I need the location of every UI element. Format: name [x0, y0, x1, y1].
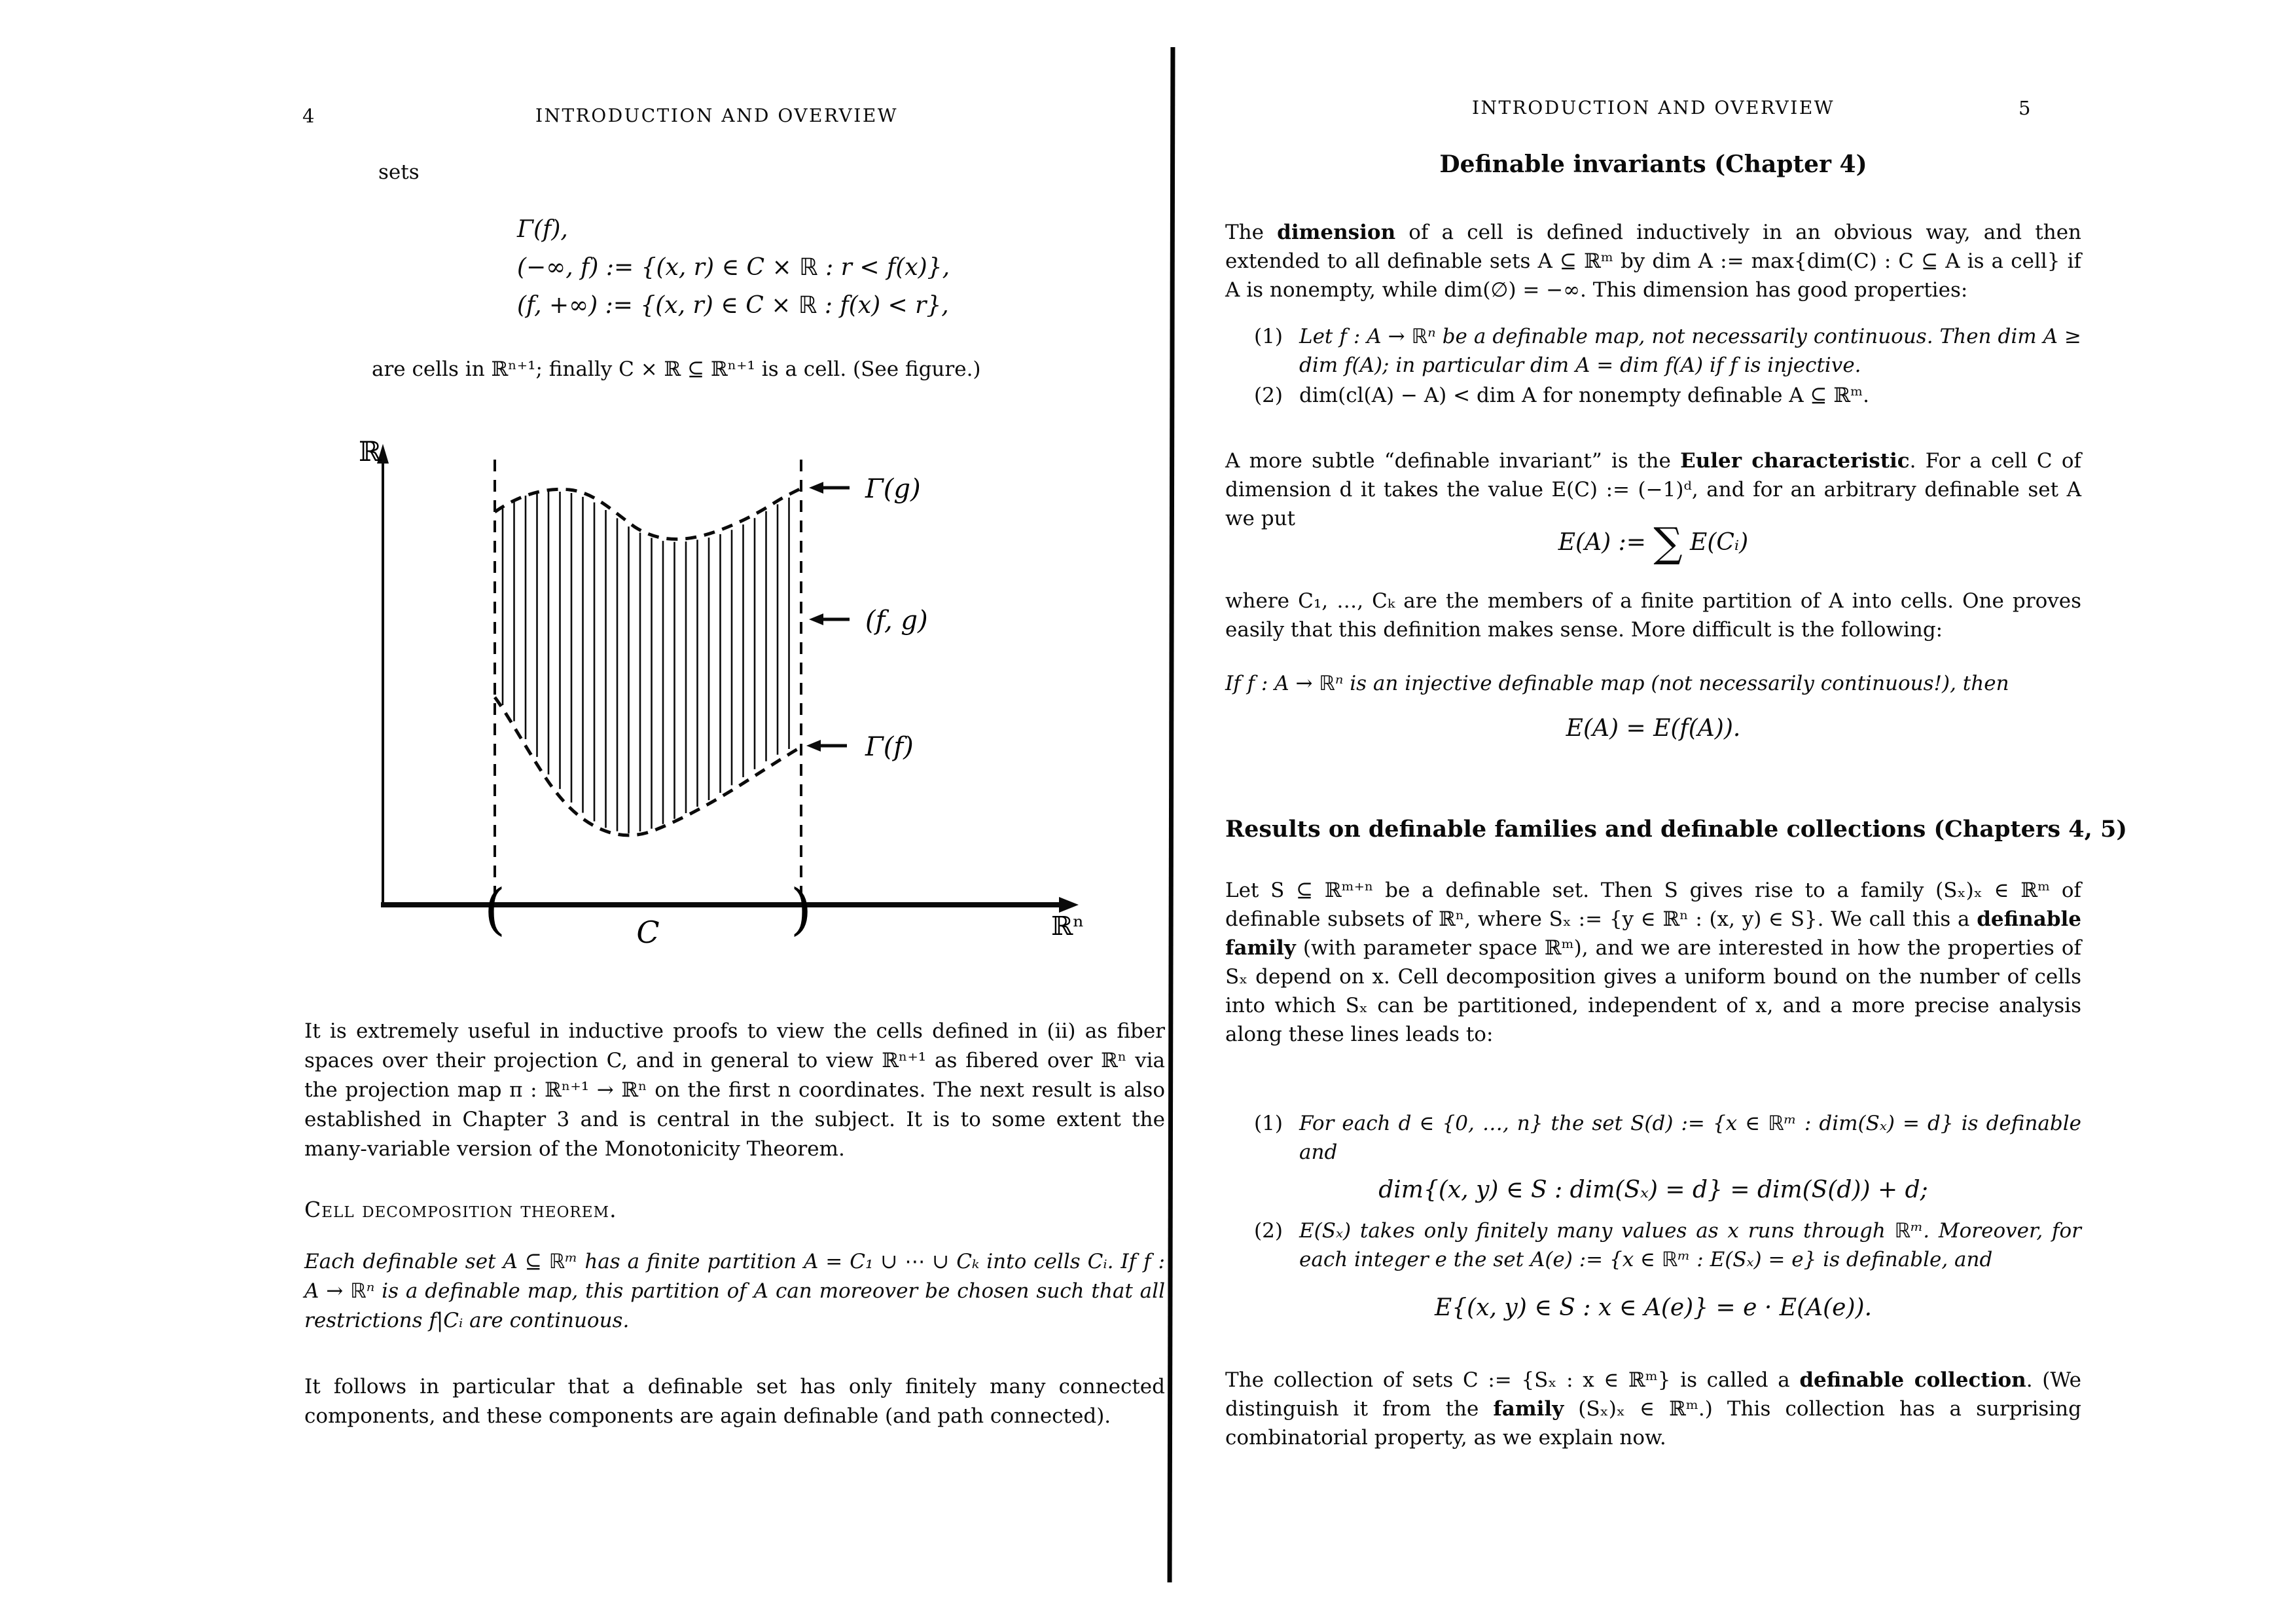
- paragraph-fiber-spaces: It is extremely useful in inductive proo…: [304, 1019, 1165, 1161]
- paragraph-components: It follows in particular that a definabl…: [304, 1375, 1165, 1428]
- paragraph-definable-family: Let S ⊆ ℝᵐ⁺ⁿ be a definable set. Then S …: [1225, 876, 2081, 1049]
- cell-figure: ℝ ℝⁿ Γ(g) (f, g) Γ(f) ( ) C: [359, 435, 1085, 950]
- arrow-left-icon: [809, 482, 823, 494]
- formula-gamma-f: Γ(f),: [517, 216, 568, 243]
- text-segment: dimension: [1277, 221, 1396, 244]
- after-formula-line: are cells in ℝⁿ⁺¹; finally C × ℝ ⊆ ℝⁿ⁺¹ …: [372, 357, 981, 381]
- text-segment: . (We distinguish it from the: [1225, 1368, 2082, 1421]
- text-segment: (with parameter space ℝᵐ), and we are in…: [1225, 936, 2081, 1046]
- formula-euler-equality: E(A) = E(f(A)).: [1566, 715, 1741, 742]
- item-number: (2): [1254, 1219, 1283, 1243]
- item-text: E(Sₓ) takes only finitely many values as…: [1299, 1219, 2081, 1271]
- formula-pre: E(A) :=: [1558, 529, 1654, 556]
- text-segment: of a cell is defined inductively in an o…: [1225, 221, 2081, 302]
- arrow-fg: [809, 613, 850, 625]
- statement-injective: If f : A → ℝⁿ is an injective definable …: [1225, 672, 2009, 695]
- item-formula: E{(x, y) ∈ S : x ∈ A(e)} = e · E(A(e)).: [1434, 1294, 1873, 1321]
- interval-left-paren: (: [484, 877, 506, 941]
- page-gutter-line: [1167, 46, 1175, 1583]
- label-gamma-f: Γ(f): [865, 732, 914, 762]
- list-item: (2) dim(cl(A) − A) < dim A for nonempty …: [1225, 381, 2081, 410]
- figure-y-axis-label: ℝ: [359, 435, 382, 467]
- sigma-operator: ∑: [1653, 519, 1683, 566]
- theorem-heading: Cell decomposition theorem.: [304, 1197, 617, 1222]
- item-number: (2): [1254, 384, 1283, 407]
- text-segment: definable collection: [1799, 1368, 2026, 1392]
- section-heading-definable-invariants: Definable invariants (Chapter 4): [1439, 151, 1867, 178]
- arrow-left-icon: [809, 613, 823, 625]
- item-number: (1): [1254, 1112, 1283, 1135]
- y-axis-arrowhead-icon: [377, 444, 389, 464]
- figure-x-axis-label: ℝⁿ: [1051, 911, 1085, 941]
- paragraph-definable-collection: The collection of sets C := {Sₓ : x ∈ ℝᵐ…: [1225, 1366, 2081, 1452]
- text-segment: Let S ⊆ ℝᵐ⁺ⁿ be a definable set. Then S …: [1225, 879, 2081, 931]
- list-item: (1) For each d ∈ {0, …, n} the set S(d) …: [1225, 1109, 2081, 1205]
- item-number: (1): [1254, 325, 1283, 348]
- formula-euler-sum: E(A) := ∑ E(Cᵢ): [1225, 522, 2081, 563]
- label-fg: (f, g): [865, 606, 928, 636]
- arrow-gamma-f: [806, 740, 847, 752]
- curve-gamma-f: [493, 696, 802, 837]
- item-text: dim(cl(A) − A) < dim A for nonempty defi…: [1299, 384, 1869, 407]
- arrow-gamma-g: [809, 482, 850, 494]
- text-segment: Euler characteristic: [1680, 449, 1910, 473]
- text-segment: (Sₓ)ₓ ∈ ℝᵐ.) This collection has a surpr…: [1225, 1397, 2081, 1450]
- paragraph-tail-sets: sets: [378, 160, 420, 184]
- left-running-header: INTRODUCTION AND OVERVIEW: [535, 105, 899, 126]
- section-heading-results: Results on definable families and defina…: [1225, 816, 2127, 843]
- curve-gamma-g: [493, 486, 802, 541]
- label-c: C: [636, 915, 659, 950]
- family-results-list: (1) For each d ∈ {0, …, n} the set S(d) …: [1225, 1109, 2081, 1322]
- text-segment: The collection of sets C := {Sₓ : x ∈ ℝᵐ…: [1225, 1368, 1800, 1392]
- paragraph-euler: A more subtle “definable invariant” is t…: [1225, 447, 2081, 533]
- paragraph-partition: where C₁, …, Cₖ are the members of a fin…: [1225, 589, 2081, 642]
- arrow-left-icon: [806, 740, 821, 752]
- formula-post: E(Cᵢ): [1682, 529, 1749, 556]
- theorem-body: Each definable set A ⊆ ℝᵐ has a finite p…: [304, 1250, 1165, 1332]
- right-page-number: 5: [2018, 97, 2031, 119]
- paragraph-dimension: The dimension of a cell is defined induc…: [1225, 218, 2081, 304]
- item-text: Let f : A → ℝⁿ be a definable map, not n…: [1299, 325, 2081, 377]
- text-segment: definable family: [1225, 907, 2081, 960]
- dimension-properties-list: (1) Let f : A → ℝⁿ be a definable map, n…: [1225, 322, 2081, 410]
- item-formula: dim{(x, y) ∈ S : dim(Sₓ) = d} = dim(S(d)…: [1378, 1176, 1928, 1203]
- left-page-number: 4: [302, 105, 315, 127]
- formula-minus-infinity: (−∞, f) := {(x, r) ∈ C × ℝ : r < f(x)},: [517, 254, 950, 281]
- text-segment: . For a cell C of dimension d it takes t…: [1225, 449, 2081, 530]
- list-item: (1) Let f : A → ℝⁿ be a definable map, n…: [1225, 322, 2081, 380]
- label-gamma-g: Γ(g): [865, 474, 921, 504]
- text-segment: The: [1225, 221, 1278, 244]
- x-axis-arrowhead-icon: [1059, 897, 1079, 913]
- text-segment: family: [1493, 1397, 1564, 1421]
- formula-plus-infinity: (f, +∞) := {(x, r) ∈ C × ℝ : f(x) < r},: [517, 292, 949, 319]
- text-segment: A more subtle “definable invariant” is t…: [1225, 449, 1681, 473]
- display-formula-block: Γ(f), (−∞, f) := {(x, r) ∈ C × ℝ : r < f…: [517, 211, 950, 325]
- hatch-region: [501, 491, 790, 833]
- list-item: (2) E(Sₓ) takes only finitely many value…: [1225, 1216, 2081, 1322]
- interval-right-paren: ): [791, 877, 812, 941]
- item-text: For each d ∈ {0, …, n} the set S(d) := {…: [1299, 1112, 2081, 1164]
- right-running-header: INTRODUCTION AND OVERVIEW: [1471, 97, 1835, 119]
